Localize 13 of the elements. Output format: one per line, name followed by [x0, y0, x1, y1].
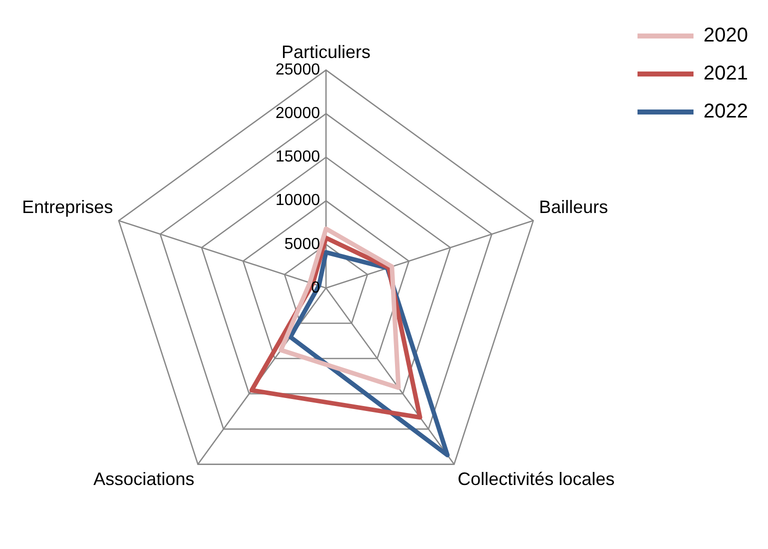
spoke-label: Associations — [93, 468, 194, 489]
spoke-label: Particuliers — [281, 42, 371, 62]
legend-label: 2020 — [704, 24, 748, 47]
y-tick-label: 20000 — [276, 105, 320, 122]
y-tick-label: 10000 — [276, 192, 320, 210]
legend-label: 2022 — [704, 100, 748, 123]
spoke-label: Bailleurs — [538, 196, 608, 217]
legend-label: 2021 — [704, 62, 748, 85]
spoke-label: Entreprises — [22, 196, 114, 217]
spoke-label: Collectivités locales — [458, 468, 615, 489]
y-tick-label: 25000 — [276, 61, 320, 78]
y-tick-label: 5000 — [284, 236, 320, 253]
y-tick-label: 15000 — [276, 148, 320, 166]
